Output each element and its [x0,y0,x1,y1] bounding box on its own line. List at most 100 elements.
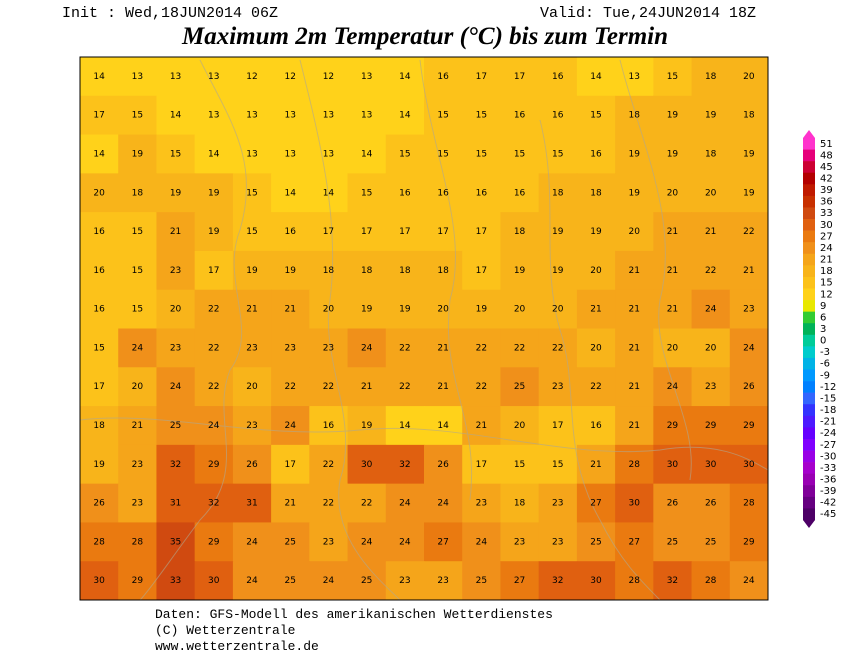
temperature-value: 19 [93,460,105,470]
temperature-cell [385,212,425,252]
temperature-value: 30 [743,460,755,470]
temperature-value: 21 [170,227,181,237]
temperature-value: 21 [705,227,716,237]
legend-label: 48 [820,150,833,161]
temperature-value: 19 [705,111,717,121]
temperature-value: 18 [323,266,335,276]
data-source: Daten: GFS-Modell des amerikanischen Wet… [155,607,553,622]
temperature-cell [424,95,463,136]
temperature-value: 22 [208,305,219,315]
temperature-value: 14 [399,72,411,82]
legend-swatch [803,450,815,463]
temperature-cell [424,250,463,291]
legend-swatch [803,288,815,301]
temperature-cell [232,328,272,368]
temperature-cell [462,173,501,213]
temperature-cell [118,406,157,446]
temperature-cell [500,250,540,291]
temperature-cell [232,522,272,562]
temperature-value: 22 [323,499,334,509]
temperature-value: 31 [170,499,181,509]
temperature-value: 23 [437,576,448,586]
temperature-cell [691,406,731,446]
temperature-cell [118,483,157,523]
legend-swatch [803,334,815,347]
legend-swatch [803,276,815,289]
temperature-cell [424,561,463,601]
temperature-value: 19 [170,188,182,198]
temperature-cell [424,289,463,329]
legend-label: -18 [820,405,836,416]
temperature-cell [385,406,425,446]
temperature-cell [729,328,769,368]
temperature-value: 22 [208,382,219,392]
temperature-cell [156,367,196,407]
temperature-cell [500,483,540,523]
temperature-cell [271,522,310,562]
temperature-value: 19 [590,227,602,237]
temperature-value: 28 [93,537,105,547]
temperature-value: 24 [132,343,144,353]
temperature-value: 13 [208,72,219,82]
temperature-cell [347,483,387,523]
legend-swatch [803,427,815,440]
temperature-cell [653,367,693,407]
temperature-value: 26 [246,460,258,470]
temperature-value: 26 [743,382,755,392]
temperature-cell [271,328,310,368]
temperature-value: 18 [437,266,449,276]
legend-label: -21 [820,417,836,428]
legend-swatch [803,172,815,185]
temperature-value: 16 [552,72,564,82]
temperature-cell [538,522,578,562]
temperature-value: 29 [667,421,679,431]
temperature-cell [462,561,501,601]
temperature-cell [691,212,731,252]
legend-swatch [803,138,815,150]
temperature-cell [80,522,119,562]
temperature-cell [385,444,425,485]
temperature-value: 15 [132,305,143,315]
temperature-value: 25 [667,537,678,547]
temperature-value: 22 [552,343,563,353]
valid-time: Valid: Tue,24JUN2014 18Z [540,5,756,22]
temperature-value: 21 [437,382,448,392]
temperature-cell [691,289,731,329]
legend-swatch [803,392,815,405]
temperature-value: 24 [705,305,717,315]
legend-top-cap [803,130,815,138]
temperature-value: 13 [208,111,219,121]
legend-label: -42 [820,498,836,509]
temperature-cell [729,522,769,562]
temperature-cell [118,328,157,368]
temperature-value: 30 [667,460,679,470]
temperature-value: 16 [93,227,105,237]
legend-swatch [803,473,815,486]
temperature-value: 15 [476,149,487,159]
temperature-value: 15 [514,460,525,470]
temperature-value: 29 [743,421,755,431]
temperature-value: 14 [399,421,411,431]
temperature-value: 15 [399,149,410,159]
temperature-cell [538,406,578,446]
temperature-value: 15 [476,111,487,121]
borders [79,59,769,601]
temperature-cell [80,561,119,601]
temperature-value: 20 [437,305,449,315]
temperature-value: 16 [437,188,449,198]
temperature-cell [309,561,349,601]
temperature-value: 18 [93,421,105,431]
temperature-value: 23 [246,421,257,431]
temperature-cell [538,95,578,136]
temperature-cell [232,483,272,523]
temperature-cell [576,173,616,213]
temperature-value: 21 [628,305,639,315]
temperature-cell [538,173,578,213]
temperature-value: 22 [399,382,410,392]
legend-label: 6 [820,312,826,323]
temperature-value: 25 [476,576,487,586]
temperature-value: 16 [590,149,602,159]
temperature-cell [653,522,693,562]
legend-swatch [803,369,815,382]
legend-swatch [803,265,815,278]
